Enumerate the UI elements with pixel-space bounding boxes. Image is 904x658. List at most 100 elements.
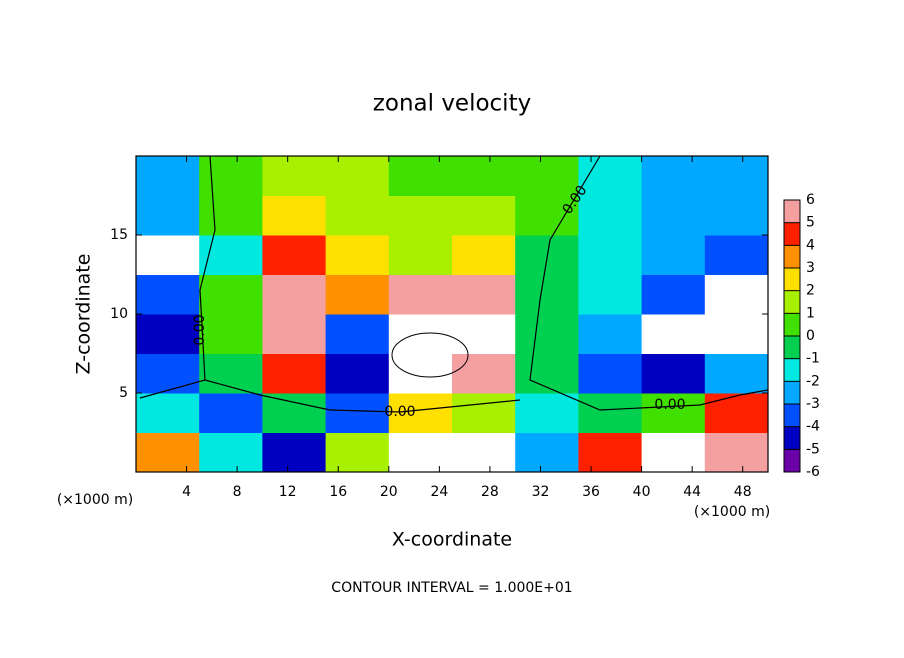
heat-cell [641, 314, 706, 354]
x-tick-label: 4 [182, 484, 191, 500]
colorbar-swatch [784, 245, 800, 269]
heat-cell [452, 235, 516, 275]
heat-cell [325, 353, 390, 394]
colorbar-swatch [784, 449, 800, 473]
heat-cell [388, 393, 453, 433]
x-tick-label: 48 [734, 484, 752, 500]
heat-cell [325, 314, 390, 354]
heat-cell [325, 432, 390, 473]
colorbar-tick-label: -2 [806, 373, 820, 389]
heat-cell [578, 156, 643, 196]
colorbar-tick-label: -6 [806, 464, 820, 480]
x-tick-label: 12 [279, 484, 297, 500]
heat-cell [136, 393, 200, 433]
heat-cell [262, 156, 327, 196]
heat-cell [578, 235, 643, 275]
heat-cell [199, 393, 263, 433]
heat-cell [325, 156, 390, 196]
heat-cell [325, 393, 390, 433]
x-unit-label: (×1000 m) [57, 492, 133, 508]
heat-cell [578, 353, 643, 394]
x-axis-label: X-coordinate [392, 529, 512, 551]
colorbar-tick-label: 1 [806, 305, 815, 321]
heat-cell [136, 353, 200, 394]
heat-cell [136, 195, 200, 236]
x-tick-label: 40 [633, 484, 651, 500]
heat-cell [452, 195, 516, 236]
heat-cell [452, 353, 516, 394]
footer: CONTOUR INTERVAL = 1.000E+01 [331, 580, 572, 596]
heat-cell [704, 314, 769, 354]
heat-cell [578, 274, 643, 315]
heat-cell [136, 235, 200, 275]
x-tick-label: 28 [481, 484, 499, 500]
heat-cell [704, 156, 769, 196]
heat-cell [641, 195, 706, 236]
heat-cell [704, 432, 769, 473]
heat-cell [325, 274, 390, 315]
colorbar-tick-label: 4 [806, 237, 815, 253]
heat-cell [199, 274, 263, 315]
heat-cell [704, 274, 769, 315]
colorbar-swatch [784, 426, 800, 450]
heat-cell [262, 314, 327, 354]
heat-cell [262, 195, 327, 236]
heat-cell [136, 274, 200, 315]
heat-cell [452, 274, 516, 315]
heat-cell [641, 432, 706, 473]
heat-cell [452, 314, 516, 354]
x-tick-label: 24 [430, 484, 448, 500]
colorbar-swatch [784, 200, 800, 223]
contour-label: 0.00 [654, 397, 685, 413]
heat-cell [199, 195, 263, 236]
colorbar-swatch [784, 358, 800, 382]
x-tick-label: 16 [329, 484, 347, 500]
y-tick-label: 10 [110, 306, 128, 322]
heat-cell [578, 195, 643, 236]
heat-cell [641, 156, 706, 196]
heat-cell [388, 274, 453, 315]
heat-cell [199, 156, 263, 196]
heat-cell [515, 432, 579, 473]
contour-line [139, 155, 216, 399]
colorbar-swatch [784, 290, 800, 314]
heat-cell [641, 274, 706, 315]
colorbar-tick-label: 5 [806, 215, 815, 231]
contour-line [391, 332, 469, 378]
y-tick-label: 15 [110, 227, 128, 243]
heat-cell [452, 156, 516, 196]
colorbar-swatch [784, 404, 800, 427]
colorbar-swatch [784, 381, 800, 405]
colorbar-tick-label: -4 [806, 419, 820, 435]
heat-cell [704, 235, 769, 275]
heat-cell [262, 432, 327, 473]
heat-cell [578, 393, 643, 433]
colorbar-tick-label: 2 [806, 283, 815, 299]
heat-cell [515, 156, 579, 196]
x-tick-label: 44 [683, 484, 701, 500]
colorbar-tick-label: 0 [806, 328, 815, 344]
heat-cell [704, 195, 769, 236]
contour-label: 0.00 [192, 314, 208, 345]
colorbar-tick-label: -5 [806, 441, 820, 457]
heat-cell [199, 432, 263, 473]
heat-cell [262, 235, 327, 275]
heat-cell [136, 156, 200, 196]
heat-cell [515, 195, 579, 236]
heat-cell [641, 353, 706, 394]
heat-cell [388, 156, 453, 196]
colorbar-swatch [784, 222, 800, 246]
heat-cell [452, 393, 516, 433]
heat-cell [515, 314, 579, 354]
heat-cell [325, 195, 390, 236]
colorbar-tick-label: 3 [806, 260, 815, 276]
y-axis-label: Z-coordinate [73, 254, 95, 375]
x-tick-label: 36 [582, 484, 600, 500]
heat-cell [704, 393, 769, 433]
colorbar-tick-label: -3 [806, 396, 820, 412]
x-tick-label: 32 [532, 484, 550, 500]
y-tick-label: 5 [119, 385, 128, 401]
colorbar-tick-label: -1 [806, 351, 820, 367]
colorbar-swatch [784, 336, 800, 359]
